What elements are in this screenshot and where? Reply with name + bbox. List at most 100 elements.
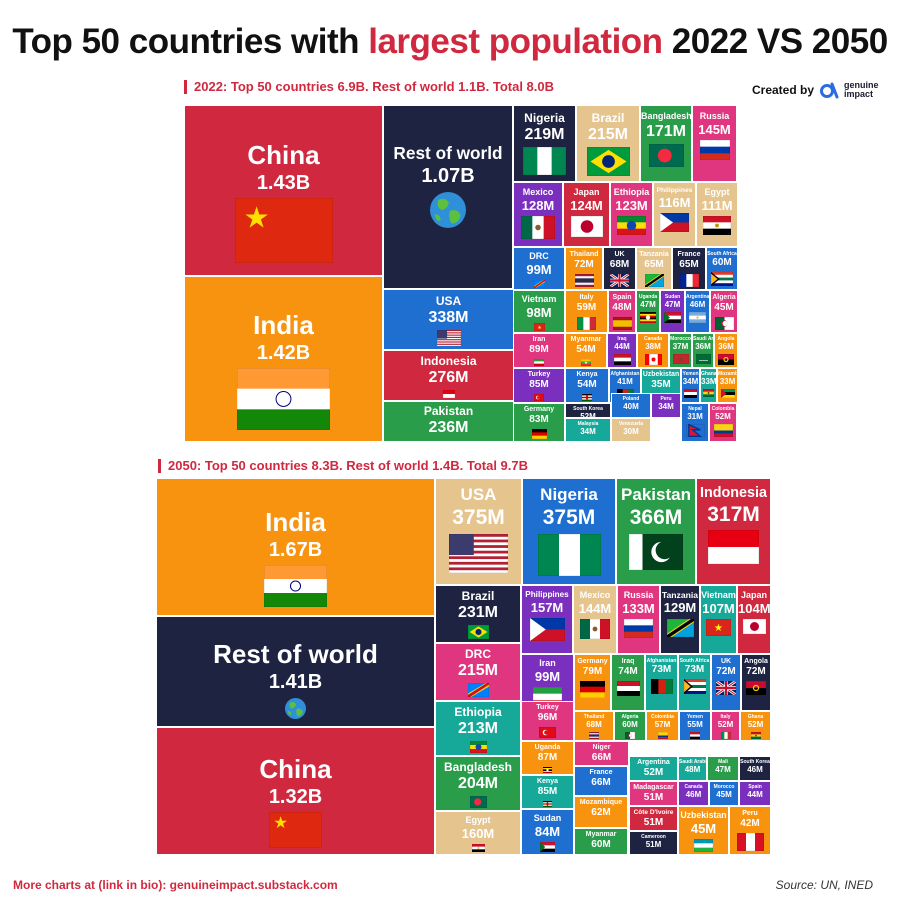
treemap-cell-saudi-arabia: Saudi Arabia36M: [692, 333, 714, 368]
cell-value: 87M: [537, 752, 558, 764]
cell-name: USA: [460, 485, 497, 504]
treemap-cell-pakistan: Pakistan 366M: [616, 478, 696, 585]
flag-ye-icon: [684, 389, 697, 398]
cell-value: 33M: [719, 377, 736, 386]
flag-ru-icon: [624, 619, 653, 639]
cell-value: 111M: [701, 197, 733, 213]
footer-link[interactable]: More charts at (link in bio): genuineimp…: [13, 878, 338, 892]
cell-value: 72M: [716, 666, 736, 678]
flag-ao-icon: [746, 680, 766, 695]
flag-th-icon: [574, 273, 594, 287]
cell-name: Kenya: [576, 371, 598, 378]
cell-value: 1.43B: [256, 172, 311, 195]
cell-value: 89M: [529, 344, 549, 356]
treemap-cell-uzbekistan: Uzbekistan 45M: [678, 806, 729, 855]
cell-value: 38M: [645, 342, 661, 351]
cell-value: 1.41B: [268, 671, 323, 694]
cell-name: Turkey: [536, 704, 559, 711]
treemap-cell-russia: Russia 133M: [617, 585, 660, 654]
flag-it-icon: [577, 316, 596, 330]
treemap-cell-mexico: Mexico 144M: [573, 585, 617, 654]
cell-value: 160M: [461, 825, 495, 841]
cell-name: Mozambique: [579, 799, 623, 806]
treemap-cell-ethiopia: Ethiopia 213M: [435, 701, 521, 756]
cell-name: Uganda: [638, 294, 658, 300]
cell-name: China: [259, 754, 332, 784]
cell-name: Bangladesh: [443, 760, 512, 774]
treemap-cell-myanmar: Myanmar 60M: [574, 828, 628, 855]
cell-value: 31M: [687, 412, 703, 421]
flag-in-icon: [264, 565, 327, 608]
treemap-cell-myanmar: Myanmar 54M ★: [565, 333, 607, 368]
chart-title: Top 50 countries with largest population…: [0, 22, 900, 62]
cell-name: Côte D'Ivoire: [633, 809, 674, 816]
cell-value: 157M: [530, 599, 564, 615]
cell-name: Turkey: [527, 371, 551, 378]
cell-value: 219M: [524, 126, 565, 144]
cell-value: 338M: [428, 309, 469, 327]
flag-br-icon: [586, 147, 630, 177]
cell-name: Germany: [577, 658, 608, 665]
cell-name: Poland: [622, 396, 640, 402]
cell-value: 231M: [457, 604, 499, 622]
treemap-cell-algeria: Algeria 60M: [614, 711, 646, 741]
flag-us-icon: [436, 330, 461, 347]
cell-value: 116M: [658, 195, 691, 211]
globe-icon: [429, 191, 467, 229]
cell-value: 34M: [682, 377, 699, 386]
treemap-cell-madagascar: Madagascar 51M: [629, 781, 678, 806]
treemap-cell-turkey: Turkey 85M: [513, 368, 565, 403]
treemap-cell-yemen: Yemen 34M: [681, 368, 700, 403]
treemap-cell-china: China 1.43B ★: [184, 105, 383, 276]
flag-ru-icon: [699, 140, 730, 161]
title-highlight: largest population: [368, 22, 663, 61]
cell-name: Sudan: [664, 294, 681, 300]
cell-name: Ghana: [701, 371, 717, 377]
cell-value: 45M: [714, 302, 734, 314]
treemap-cell-mexico: Mexico 128M: [513, 182, 563, 247]
flag-br-icon: [467, 625, 489, 640]
cell-value: 144M: [578, 600, 612, 616]
cell-value: 65M: [644, 259, 664, 271]
cell-value: 52M: [643, 767, 664, 779]
cell-name: Angola: [717, 336, 735, 342]
cell-name: Iran: [532, 336, 546, 343]
treemap-cell-usa: USA 338M: [383, 289, 514, 350]
treemap-cell-thailand: Thailand 72M: [565, 247, 603, 290]
cell-name: Thailand: [569, 251, 599, 258]
treemap-cell-egypt: Egypt 111M: [696, 182, 738, 247]
flag-tr-icon: [539, 726, 556, 738]
cell-name: Ethiopia: [613, 187, 650, 197]
svg-text:★: ★: [273, 813, 288, 832]
treemap-cell-usa: USA 375M: [435, 478, 522, 585]
cell-value: 73M: [684, 664, 705, 675]
cell-value: 60M: [712, 257, 732, 268]
cell-name: Algeria: [621, 714, 639, 720]
cell-value: 1.32B: [268, 786, 323, 809]
treemap-cell-russia: Russia 145M: [692, 105, 737, 182]
cell-name: Yemen: [682, 371, 699, 377]
treemap-cell-mozambique: Mozambique 62M: [574, 796, 628, 828]
cell-value: 35M: [651, 379, 671, 391]
cell-value: 51M: [645, 840, 662, 849]
cell-value: 145M: [698, 121, 731, 137]
flag-gh-icon: ★: [750, 732, 761, 739]
cell-name: Vietnam: [521, 294, 557, 304]
flag-tz-icon: [644, 273, 664, 287]
flag-ph-icon: [529, 618, 565, 642]
svg-text:★: ★: [714, 623, 723, 634]
flag-np-icon: [685, 424, 705, 437]
treemap-cell-ethiopia: Ethiopia 123M: [610, 182, 653, 247]
cell-value: 52M: [580, 412, 596, 418]
label-2022: 2022: Top 50 countries 6.9B. Rest of wor…: [184, 80, 554, 94]
cell-name: Angola: [744, 658, 768, 665]
cell-value: 47M: [715, 765, 731, 774]
cell-value: 51M: [643, 792, 664, 804]
cell-name: Kenya: [536, 778, 558, 785]
flag-ao-icon: [718, 354, 734, 365]
cell-value: 60M: [622, 720, 638, 729]
cell-value: 60M: [591, 839, 611, 851]
cell-name: Argentina: [637, 759, 670, 766]
globe-icon: [284, 697, 307, 720]
cell-name: Yemen: [686, 714, 704, 720]
